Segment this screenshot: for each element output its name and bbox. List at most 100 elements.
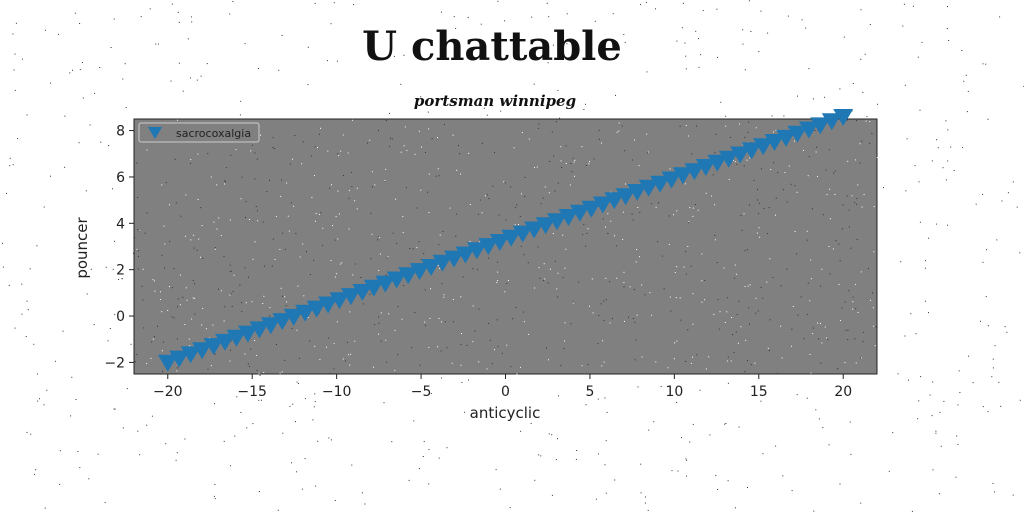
speckle-dot — [968, 91, 969, 92]
speckle-dot — [76, 399, 77, 400]
speckle-dot — [789, 165, 790, 166]
speckle-dot — [636, 249, 637, 250]
speckle-dot — [864, 194, 865, 195]
speckle-dot — [635, 359, 636, 360]
legend: sacrocoxalgia — [139, 123, 259, 142]
speckle-dot — [178, 12, 179, 13]
speckle-dot — [756, 127, 757, 128]
speckle-dot — [99, 67, 100, 68]
speckle-dot — [578, 282, 579, 283]
speckle-dot — [552, 132, 553, 133]
speckle-dot — [561, 160, 562, 161]
speckle-dot — [15, 90, 16, 91]
speckle-dot — [403, 232, 404, 233]
speckle-dot — [658, 202, 659, 203]
speckle-dot — [812, 333, 813, 334]
speckle-dot — [803, 150, 804, 151]
speckle-dot — [585, 104, 586, 105]
speckle-dot — [446, 347, 447, 348]
speckle-dot — [314, 346, 315, 347]
speckle-dot — [510, 507, 511, 508]
speckle-dot — [278, 70, 279, 71]
speckle-dot — [549, 192, 550, 193]
speckle-dot — [552, 495, 553, 496]
speckle-dot — [558, 183, 559, 184]
speckle-dot — [146, 425, 147, 426]
speckle-dot — [576, 450, 577, 451]
speckle-dot — [292, 404, 293, 405]
speckle-dot — [783, 115, 784, 116]
speckle-dot — [285, 249, 286, 250]
speckle-dot — [252, 301, 253, 302]
speckle-dot — [216, 184, 217, 185]
speckle-dot — [862, 207, 863, 208]
speckle-dot — [988, 411, 989, 412]
speckle-dot — [873, 251, 874, 252]
speckle-dot — [605, 227, 606, 228]
speckle-dot — [812, 208, 813, 209]
speckle-dot — [430, 288, 431, 289]
speckle-dot — [574, 176, 575, 177]
speckle-dot — [14, 70, 15, 71]
speckle-dot — [692, 324, 693, 325]
speckle-dot — [212, 325, 213, 326]
speckle-dot — [689, 442, 690, 443]
speckle-dot — [730, 137, 731, 138]
speckle-dot — [289, 231, 290, 232]
speckle-dot — [403, 285, 404, 286]
speckle-dot — [599, 139, 600, 140]
speckle-dot — [860, 162, 861, 163]
speckle-dot — [154, 291, 155, 292]
speckle-dot — [239, 285, 240, 286]
speckle-dot — [858, 312, 859, 313]
speckle-dot — [744, 165, 745, 166]
speckle-dot — [968, 356, 969, 357]
speckle-dot — [715, 475, 716, 476]
speckle-dot — [744, 137, 745, 138]
speckle-dot — [601, 365, 602, 366]
speckle-dot — [833, 173, 834, 174]
speckle-dot — [561, 167, 562, 168]
speckle-dot — [229, 295, 230, 296]
speckle-dot — [349, 229, 350, 230]
speckle-dot — [567, 13, 568, 14]
speckle-dot — [908, 380, 909, 381]
speckle-dot — [137, 197, 138, 198]
speckle-dot — [224, 184, 225, 185]
speckle-dot — [428, 112, 429, 113]
speckle-dot — [377, 239, 378, 240]
speckle-dot — [414, 312, 415, 313]
speckle-dot — [362, 492, 363, 493]
speckle-dot — [249, 219, 250, 220]
speckle-dot — [745, 250, 746, 251]
speckle-dot — [807, 314, 808, 315]
speckle-dot — [638, 386, 639, 387]
speckle-dot — [452, 363, 453, 364]
speckle-dot — [226, 167, 227, 168]
speckle-dot — [840, 260, 841, 261]
speckle-dot — [560, 146, 561, 147]
speckle-dot — [339, 213, 340, 214]
speckle-dot — [796, 253, 797, 254]
speckle-dot — [693, 208, 694, 209]
speckle-dot — [224, 181, 225, 182]
speckle-dot — [808, 175, 809, 176]
speckle-dot — [524, 321, 525, 322]
speckle-dot — [428, 128, 429, 129]
speckle-dot — [750, 31, 751, 32]
speckle-dot — [390, 138, 391, 139]
speckle-dot — [194, 248, 195, 249]
speckle-dot — [993, 367, 994, 368]
speckle-dot — [315, 3, 316, 4]
speckle-dot — [821, 342, 822, 343]
speckle-dot — [769, 207, 770, 208]
speckle-dot — [202, 308, 203, 309]
speckle-dot — [429, 212, 430, 213]
speckle-dot — [698, 210, 699, 211]
speckle-dot — [461, 333, 462, 334]
speckle-dot — [985, 64, 986, 65]
speckle-dot — [295, 421, 296, 422]
speckle-dot — [685, 251, 686, 252]
x-axis-label: anticyclic — [470, 404, 541, 422]
speckle-dot — [943, 401, 944, 402]
